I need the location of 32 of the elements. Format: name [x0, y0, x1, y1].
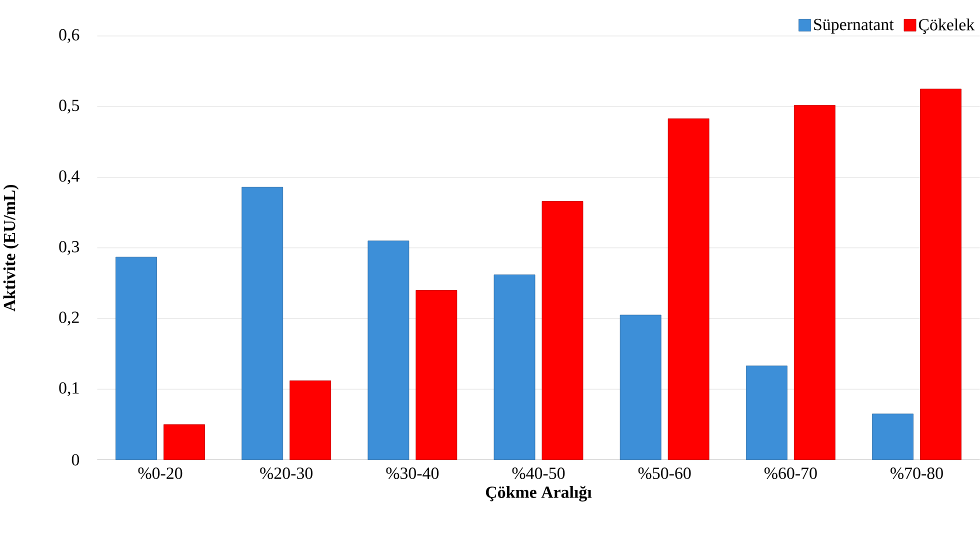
bar — [620, 314, 662, 460]
y-tick-label: 0,3 — [59, 241, 80, 255]
bar — [542, 201, 584, 460]
x-axis-title: Çökme Aralığı — [486, 486, 592, 502]
x-tick-label: %50-60 — [638, 468, 691, 480]
y-axis-title: Aktivite (EU/mL) — [3, 185, 19, 312]
x-tick-label: %70-80 — [890, 468, 943, 480]
y-tick-label: 0,4 — [59, 170, 80, 184]
bar — [290, 380, 332, 460]
bar — [668, 118, 710, 460]
y-tick-label: 0,6 — [59, 29, 80, 44]
bar — [242, 187, 284, 460]
x-tick-label: %20-30 — [260, 468, 312, 480]
y-tick-label: 0,5 — [59, 100, 80, 114]
bar — [794, 105, 836, 460]
bar — [494, 274, 536, 460]
bar — [164, 424, 205, 460]
legend-label: Süpernatant — [814, 18, 894, 34]
x-tick-label: %0-20 — [138, 468, 182, 480]
x-tick-label: %60-70 — [764, 468, 817, 480]
bar — [368, 240, 410, 460]
bar — [746, 366, 788, 460]
y-tick-label: 0,2 — [59, 312, 79, 326]
x-tick-label: %30-40 — [386, 468, 439, 480]
bar — [116, 256, 157, 460]
bar — [416, 290, 458, 460]
bar — [872, 414, 914, 460]
legend-label: Çökelek — [918, 18, 975, 34]
bar — [920, 88, 962, 460]
y-tick-label: 0 — [72, 454, 80, 466]
x-tick-label: %40-50 — [512, 468, 565, 480]
y-tick-label: 0,1 — [59, 382, 79, 396]
